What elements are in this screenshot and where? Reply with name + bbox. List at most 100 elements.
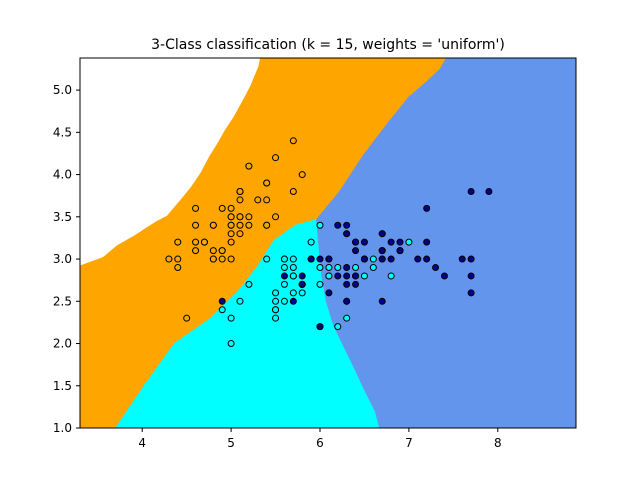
data-point-class-0 <box>209 221 217 229</box>
data-point-class-1 <box>245 280 253 288</box>
data-point-class-0 <box>192 247 200 255</box>
x-tick-label: 6 <box>316 436 324 450</box>
data-point-class-2 <box>343 297 351 305</box>
x-tick-label: 5 <box>227 436 235 450</box>
y-tick-label: 1.0 <box>53 421 72 435</box>
data-point-class-2 <box>316 255 324 263</box>
data-point-class-0 <box>236 230 244 238</box>
data-point-class-2 <box>352 280 360 288</box>
data-point-class-0 <box>236 213 244 221</box>
data-point-class-2 <box>378 230 386 238</box>
data-point-class-0 <box>209 255 217 263</box>
data-point-class-0 <box>183 314 191 322</box>
data-point-class-0 <box>218 247 226 255</box>
data-point-class-1 <box>369 264 377 271</box>
data-point-class-0 <box>263 221 271 229</box>
y-tick-label: 3.0 <box>53 252 72 266</box>
data-point-class-2 <box>387 238 395 246</box>
data-point-class-1 <box>272 306 280 314</box>
data-point-class-1 <box>352 264 360 271</box>
decision-regions <box>80 58 576 428</box>
data-point-class-0 <box>218 204 226 212</box>
data-point-class-2 <box>343 221 351 229</box>
data-point-class-1 <box>263 255 271 263</box>
x-tick-label: 4 <box>138 436 146 450</box>
data-point-class-1 <box>289 255 297 263</box>
data-point-class-0 <box>227 204 235 212</box>
data-point-class-2 <box>360 255 368 263</box>
data-point-class-1 <box>316 264 324 271</box>
data-point-class-0 <box>218 255 226 263</box>
data-point-class-2 <box>352 238 360 246</box>
data-point-class-0 <box>174 255 182 263</box>
data-points <box>165 137 493 348</box>
data-point-class-0 <box>227 238 235 246</box>
data-point-class-1 <box>289 272 297 280</box>
plot-frame <box>79 57 577 429</box>
data-point-class-2 <box>467 255 475 263</box>
data-point-class-0 <box>227 230 235 238</box>
x-tick-label: 7 <box>405 436 413 450</box>
data-point-class-2 <box>467 187 475 195</box>
data-point-class-2 <box>467 272 475 280</box>
data-point-class-0 <box>227 255 235 263</box>
data-point-class-0 <box>174 264 182 271</box>
data-point-class-0 <box>272 213 280 221</box>
data-point-class-0 <box>236 187 244 195</box>
data-point-class-0 <box>245 213 253 221</box>
data-point-class-2 <box>289 297 297 305</box>
data-point-class-2 <box>334 221 342 229</box>
plot-area <box>80 58 576 428</box>
data-point-class-1 <box>316 280 324 288</box>
data-point-class-2 <box>298 272 306 280</box>
data-point-class-2 <box>316 323 324 331</box>
data-point-class-2 <box>307 255 315 263</box>
data-point-class-1 <box>334 323 342 331</box>
data-point-class-0 <box>254 196 262 204</box>
y-tick-label: 2.5 <box>53 294 72 308</box>
data-point-class-0 <box>192 221 200 229</box>
data-point-class-1 <box>369 255 377 263</box>
data-point-class-2 <box>352 272 360 280</box>
data-point-class-1 <box>307 238 315 246</box>
data-point-class-2 <box>378 297 386 305</box>
data-point-class-2 <box>458 255 466 263</box>
data-point-class-1 <box>325 264 333 271</box>
data-point-class-2 <box>396 238 404 246</box>
y-tick-label: 2.0 <box>53 337 72 351</box>
data-point-class-2 <box>387 255 395 263</box>
data-point-class-0 <box>236 196 244 204</box>
data-point-class-2 <box>396 247 404 255</box>
data-point-class-1 <box>272 297 280 305</box>
data-point-class-1 <box>227 314 235 322</box>
data-point-class-0 <box>298 171 306 179</box>
data-point-class-0 <box>263 196 271 204</box>
y-tick-label: 5.0 <box>53 83 72 97</box>
data-point-class-0 <box>289 187 297 195</box>
data-point-class-0 <box>289 137 297 145</box>
data-point-class-1 <box>298 289 306 297</box>
data-point-class-0 <box>200 238 208 246</box>
x-axis: 4 5 6 7 8 <box>138 428 502 450</box>
data-point-class-2 <box>343 264 351 271</box>
data-point-class-1 <box>280 264 288 271</box>
data-point-class-2 <box>343 280 351 288</box>
data-point-class-1 <box>227 340 235 348</box>
data-point-class-1 <box>325 272 333 280</box>
y-tick-label: 4.0 <box>53 168 72 182</box>
data-point-class-2 <box>485 187 493 195</box>
data-point-class-2 <box>414 255 422 263</box>
data-point-class-2 <box>423 255 431 263</box>
data-point-class-1 <box>289 289 297 297</box>
data-point-class-2 <box>378 255 386 263</box>
data-point-class-1 <box>387 272 395 280</box>
data-point-class-0 <box>227 213 235 221</box>
data-point-class-1 <box>334 264 342 271</box>
data-point-class-2 <box>325 255 333 263</box>
data-point-class-0 <box>174 238 182 246</box>
data-point-class-2 <box>423 238 431 246</box>
data-point-class-1 <box>343 314 351 322</box>
data-point-class-1 <box>405 238 413 246</box>
data-point-class-2 <box>343 272 351 280</box>
data-point-class-2 <box>343 230 351 238</box>
